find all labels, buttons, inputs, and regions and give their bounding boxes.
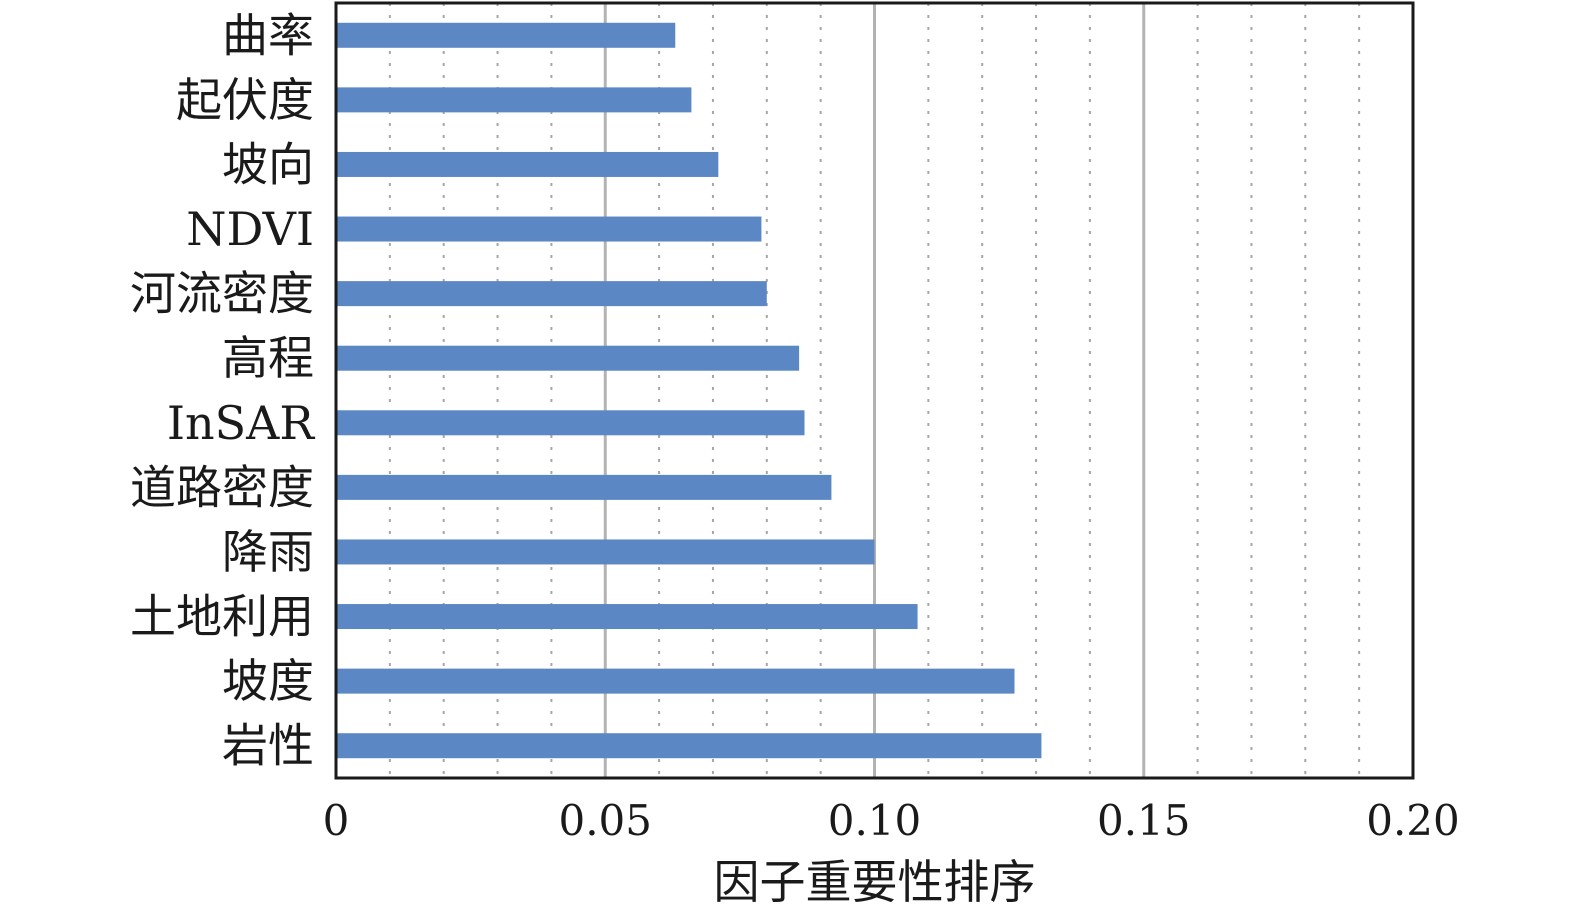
bar xyxy=(336,281,767,307)
x-tick-label: 0 xyxy=(323,796,350,845)
category-label: 起伏度 xyxy=(176,73,314,127)
grid-layer xyxy=(388,3,1361,778)
category-label: 道路密度 xyxy=(130,460,314,514)
bar xyxy=(336,604,918,630)
bar xyxy=(336,410,805,436)
category-label: 坡度 xyxy=(222,654,314,708)
x-tick-label: 0.05 xyxy=(558,796,652,845)
bar xyxy=(336,539,875,565)
category-label: 土地利用 xyxy=(130,590,314,644)
x-tick-label: 0.15 xyxy=(1097,796,1191,845)
bar xyxy=(336,22,676,48)
bar xyxy=(336,474,832,500)
category-label: NDVI xyxy=(186,202,314,256)
category-label: 岩性 xyxy=(222,719,314,773)
x-tick-label: 0.20 xyxy=(1366,796,1460,845)
bar xyxy=(336,151,719,177)
tick-label-layer: 0 0.05 0.10 0.15 0.20 xyxy=(323,796,1460,845)
category-label: 河流密度 xyxy=(130,267,314,321)
x-axis-title: 因子重要性排序 xyxy=(714,855,1036,909)
category-label: 坡向 xyxy=(222,137,314,191)
bar-layer xyxy=(336,22,1042,759)
bar xyxy=(336,668,1015,694)
category-label: 降雨 xyxy=(222,525,314,579)
x-tick-label: 0.10 xyxy=(828,796,922,845)
category-label: InSAR xyxy=(167,396,316,450)
plot-frame xyxy=(334,1,1415,780)
category-label: 曲率 xyxy=(222,8,314,62)
bar xyxy=(336,216,762,242)
bar xyxy=(336,345,800,371)
bar xyxy=(336,87,692,113)
bar xyxy=(336,733,1042,759)
category-label: 高程 xyxy=(222,331,314,385)
